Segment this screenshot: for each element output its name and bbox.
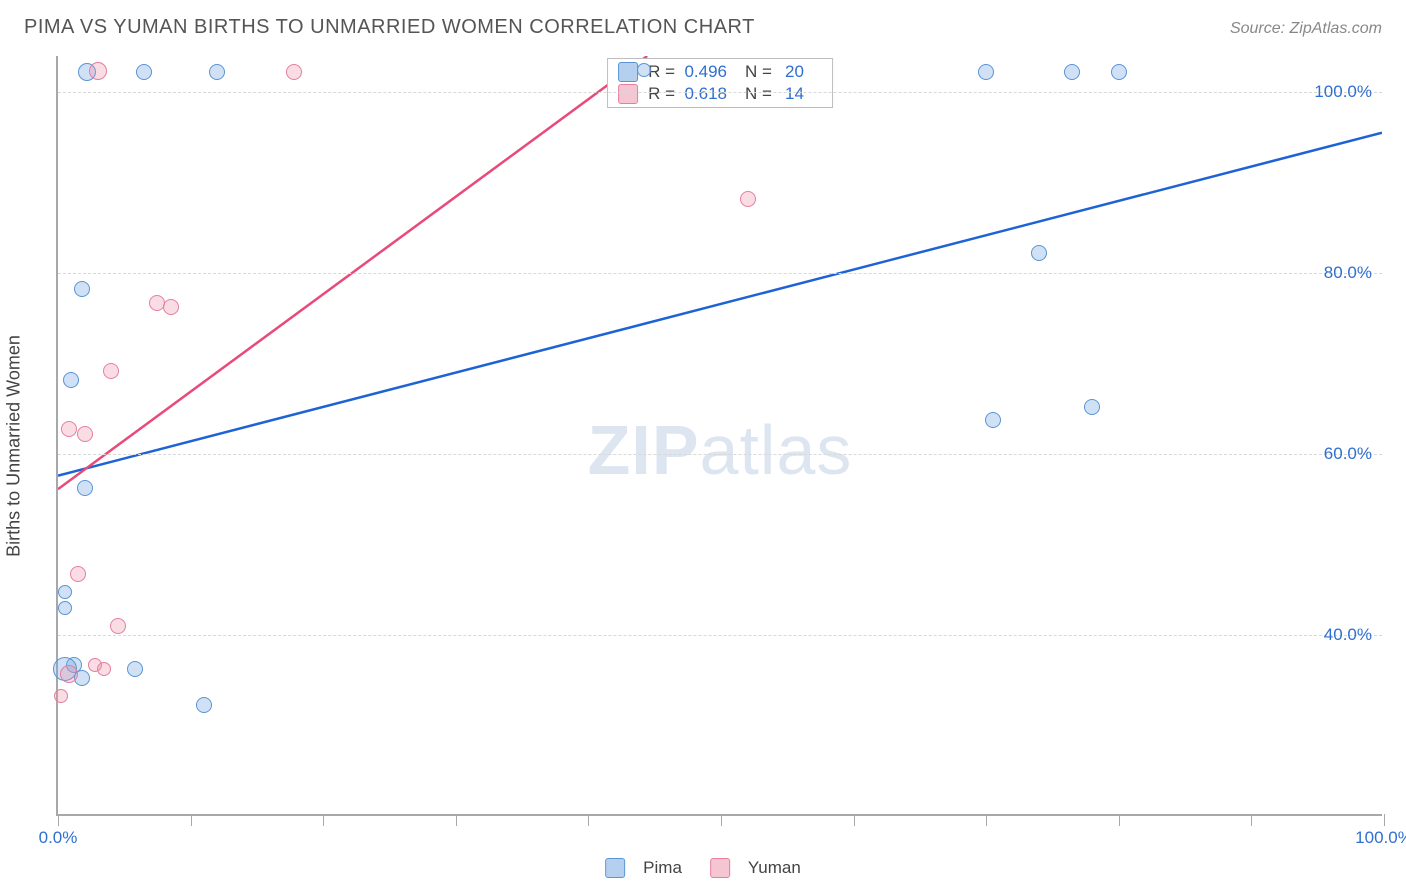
data-point — [1111, 64, 1127, 80]
trend-lines-layer — [58, 56, 1382, 814]
data-point — [127, 661, 143, 677]
n-value: 20 — [776, 62, 804, 82]
x-tick — [1119, 814, 1120, 826]
legend-label: Pima — [643, 858, 682, 878]
y-tick-label: 80.0% — [1324, 263, 1372, 283]
legend-swatch — [710, 858, 730, 878]
data-point — [1084, 399, 1100, 415]
series-swatch — [618, 62, 638, 82]
legend-swatch — [605, 858, 625, 878]
data-point — [77, 426, 93, 442]
x-tick — [456, 814, 457, 826]
data-point — [61, 421, 77, 437]
gridline — [58, 454, 1382, 455]
x-tick — [191, 814, 192, 826]
watermark-light: atlas — [700, 411, 853, 489]
r-label: R = — [648, 84, 675, 104]
data-point — [637, 63, 651, 77]
x-tick — [854, 814, 855, 826]
data-point — [740, 191, 756, 207]
legend-item: Yuman — [710, 858, 801, 878]
chart-container: PIMA VS YUMAN BIRTHS TO UNMARRIED WOMEN … — [0, 0, 1406, 892]
y-axis-label: Births to Unmarried Women — [4, 335, 25, 557]
x-tick-label: 0.0% — [39, 828, 78, 848]
data-point — [196, 697, 212, 713]
x-tick — [58, 814, 59, 826]
chart-header: PIMA VS YUMAN BIRTHS TO UNMARRIED WOMEN … — [0, 0, 1406, 47]
data-point — [209, 64, 225, 80]
plot-area: ZIPatlas R =0.496 N =20 R =0.618 N =14 40.0… — [56, 56, 1382, 816]
y-tick-label: 60.0% — [1324, 444, 1372, 464]
legend-label: Yuman — [748, 858, 801, 878]
stats-row: R =0.618 N =14 — [608, 83, 832, 105]
data-point — [985, 412, 1001, 428]
data-point — [136, 64, 152, 80]
n-label: N = — [745, 62, 772, 82]
data-point — [97, 662, 111, 676]
data-point — [1064, 64, 1080, 80]
x-tick — [323, 814, 324, 826]
n-label: N = — [745, 84, 772, 104]
x-tick — [721, 814, 722, 826]
data-point — [58, 601, 72, 615]
x-tick — [986, 814, 987, 826]
r-label: R = — [648, 62, 675, 82]
x-tick — [1251, 814, 1252, 826]
gridline — [58, 635, 1382, 636]
r-value: 0.618 — [679, 84, 727, 104]
r-value: 0.496 — [679, 62, 727, 82]
y-tick-label: 100.0% — [1314, 82, 1372, 102]
x-tick — [1384, 814, 1385, 826]
series-legend: Pima Yuman — [605, 858, 801, 878]
gridline — [58, 273, 1382, 274]
data-point — [110, 618, 126, 634]
watermark-bold: ZIP — [588, 411, 700, 489]
gridline — [58, 92, 1382, 93]
data-point — [103, 363, 119, 379]
series-swatch — [618, 84, 638, 104]
x-tick-label: 100.0% — [1355, 828, 1406, 848]
data-point — [74, 281, 90, 297]
n-value: 14 — [776, 84, 804, 104]
data-point — [1031, 245, 1047, 261]
source-attribution: Source: ZipAtlas.com — [1230, 20, 1382, 38]
data-point — [163, 299, 179, 315]
data-point — [978, 64, 994, 80]
legend-item: Pima — [605, 858, 682, 878]
data-point — [58, 585, 72, 599]
data-point — [77, 480, 93, 496]
trend-line — [58, 133, 1382, 476]
x-tick — [588, 814, 589, 826]
data-point — [70, 566, 86, 582]
data-point — [60, 665, 78, 683]
data-point — [89, 62, 107, 80]
data-point — [286, 64, 302, 80]
chart-title: PIMA VS YUMAN BIRTHS TO UNMARRIED WOMEN … — [24, 16, 755, 39]
data-point — [63, 372, 79, 388]
y-tick-label: 40.0% — [1324, 625, 1372, 645]
watermark-text: ZIPatlas — [588, 410, 853, 490]
data-point — [54, 689, 68, 703]
